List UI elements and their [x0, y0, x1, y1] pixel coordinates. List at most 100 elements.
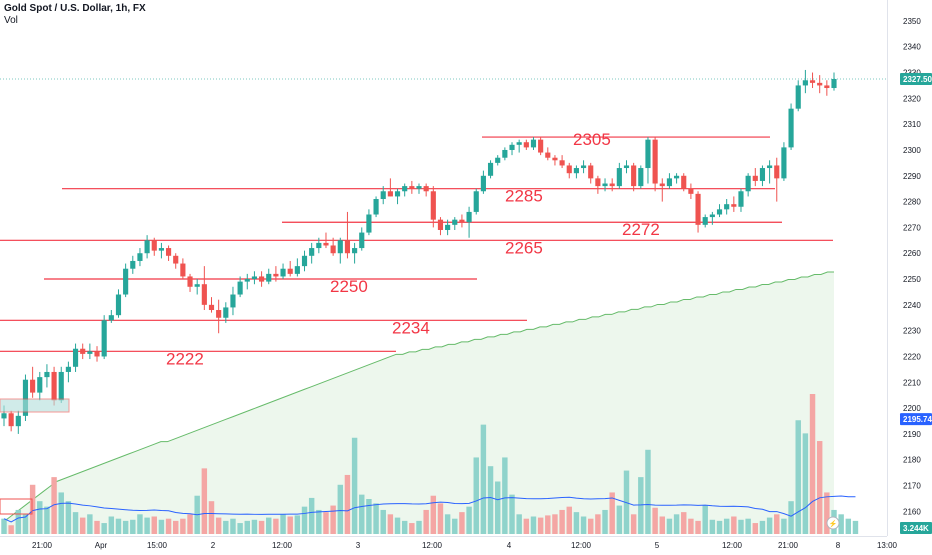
volume-bar — [759, 520, 766, 534]
volume-bar — [502, 457, 508, 534]
volume-bar — [845, 518, 852, 534]
price-tick-label: 2250 — [903, 275, 921, 284]
volume-bar — [752, 523, 759, 534]
volume-bar — [401, 520, 408, 534]
candle-body — [767, 165, 773, 169]
volume-bar — [108, 516, 115, 534]
time-tick-label: 12:00 — [422, 541, 443, 550]
volume-bar — [208, 501, 215, 534]
candle-body — [466, 211, 472, 223]
candle-body — [337, 240, 343, 254]
volume-bar — [115, 518, 122, 534]
volume-bar — [223, 520, 229, 534]
price-tick-label: 2260 — [903, 249, 921, 258]
volume-bar — [58, 492, 64, 534]
volume-bar — [552, 514, 558, 534]
volume-value-badge: 3.244K — [903, 524, 929, 533]
volume-bar — [130, 519, 136, 534]
volume-bar — [816, 441, 823, 534]
candle-body — [602, 183, 608, 187]
volume-bar — [681, 512, 687, 534]
volume-bar — [266, 517, 272, 534]
volume-bar — [330, 505, 336, 534]
ma-value-badge: 2195.74 — [903, 415, 932, 424]
candle-body — [65, 366, 71, 372]
candle-body — [87, 351, 93, 354]
volume-bar — [308, 497, 315, 534]
volume-bar — [616, 505, 623, 534]
volume-bars — [1, 394, 859, 534]
candle-body — [94, 351, 100, 357]
volume-bar — [530, 516, 537, 534]
volume-bar — [774, 514, 780, 534]
volume-bar — [709, 519, 716, 534]
candle-body — [530, 139, 537, 148]
candle-body — [659, 183, 665, 187]
candle-body — [115, 294, 122, 316]
candle-body — [280, 268, 286, 277]
candle-body — [652, 139, 658, 184]
candle-body — [22, 379, 29, 416]
volume-bar — [745, 518, 751, 534]
time-tick-label: 5 — [655, 541, 660, 550]
volume-bar — [688, 518, 694, 534]
volume-bar — [723, 518, 730, 534]
candle-body — [287, 268, 293, 274]
volume-ma-area — [4, 272, 834, 534]
candle-body — [137, 253, 143, 261]
volume-bar — [65, 501, 72, 534]
volume-bar — [237, 523, 243, 534]
volume-bar — [51, 477, 57, 534]
candle-body — [516, 142, 522, 145]
volume-bar — [652, 507, 658, 534]
candle-body — [688, 188, 694, 194]
volume-bar — [144, 517, 150, 534]
volume-bar — [659, 516, 665, 534]
volume-bar — [79, 517, 86, 534]
candle-body — [724, 204, 730, 210]
volume-bar — [852, 520, 859, 534]
candle-body — [266, 273, 272, 282]
candle-body — [366, 214, 372, 233]
price-tick-label: 2240 — [903, 301, 921, 310]
price-tick-label: 2300 — [903, 146, 921, 155]
ma-value-badge-bg — [900, 413, 932, 426]
volume-bar — [459, 512, 465, 534]
volume-bar — [702, 505, 708, 534]
candle-body — [208, 304, 215, 311]
volume-label: Vol — [4, 15, 18, 26]
candle-body — [752, 175, 758, 181]
level-label: 2265 — [505, 238, 543, 257]
price-tick-label: 2290 — [903, 172, 921, 181]
candle-body — [666, 178, 673, 187]
candle-body — [645, 139, 651, 169]
candle-body — [523, 142, 529, 148]
volume-bar — [37, 501, 43, 534]
volume-bar — [323, 512, 329, 534]
candle-body — [702, 217, 708, 225]
time-tick-label: 8 — [836, 541, 841, 550]
candle-body — [352, 248, 358, 254]
candle-body — [480, 175, 486, 192]
candle-body — [394, 191, 401, 197]
volume-average-line — [3, 495, 856, 523]
volume-bar — [287, 516, 293, 534]
price-tick-label: 2350 — [903, 17, 921, 26]
volume-bar — [273, 518, 279, 534]
volume-bar — [545, 515, 551, 534]
volume-bar — [344, 474, 351, 534]
candle-body — [402, 186, 408, 192]
candle-body — [631, 165, 637, 187]
volume-bar — [509, 494, 515, 534]
lightning-icon-circle — [826, 516, 840, 530]
price-tick-label: 2230 — [903, 327, 921, 336]
volume-bar — [1, 518, 7, 534]
lightning-icon: ⚡ — [826, 516, 840, 530]
zone-box — [0, 398, 70, 413]
candle-body — [344, 240, 351, 254]
candle-body — [409, 186, 415, 189]
candle-body — [745, 175, 751, 192]
candle-body — [759, 168, 766, 181]
price-tick-label: 2170 — [903, 482, 921, 491]
